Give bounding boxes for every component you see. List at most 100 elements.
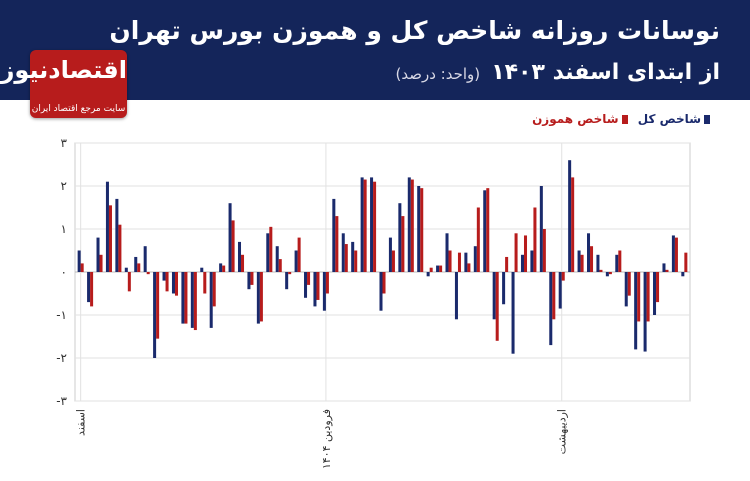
bar-kol-2	[96, 237, 100, 272]
bar-kol-62	[662, 263, 666, 272]
bar-hamvazn-9	[165, 272, 169, 292]
bar-kol-21	[275, 246, 279, 272]
bar-hamvazn-35	[410, 179, 414, 272]
bar-kol-0	[77, 250, 81, 272]
bar-hamvazn-39	[448, 250, 452, 272]
bar-hamvazn-33	[391, 250, 395, 272]
legend-label-hamvazn: شاخص هموزن	[532, 112, 619, 126]
bar-kol-26	[322, 272, 326, 311]
y-tick-label: -۲	[56, 351, 67, 365]
bar-kol-43	[483, 190, 487, 272]
bar-hamvazn-62	[665, 269, 669, 272]
bar-hamvazn-6	[137, 263, 141, 272]
bar-hamvazn-37	[429, 267, 433, 272]
bar-hamvazn-14	[212, 272, 216, 307]
bar-hamvazn-15	[222, 265, 226, 272]
bar-kol-61	[653, 272, 657, 315]
bar-hamvazn-42	[476, 207, 480, 272]
bar-hamvazn-21	[278, 259, 282, 272]
bar-kol-46	[511, 272, 515, 354]
bar-kol-5	[124, 267, 128, 272]
legend-swatch-hamvazn	[621, 115, 628, 124]
bar-kol-44	[492, 272, 496, 320]
bar-kol-24	[304, 272, 308, 298]
bar-hamvazn-20	[269, 226, 273, 272]
bar-hamvazn-27	[335, 216, 339, 272]
chart-legend: شاخص کل شاخص هموزن	[526, 112, 710, 126]
bar-kol-34	[398, 203, 402, 272]
bar-hamvazn-36	[420, 188, 424, 272]
bar-kol-19	[256, 272, 260, 324]
bar-kol-8	[153, 272, 157, 358]
bar-kol-35	[407, 177, 411, 272]
y-tick-label: ۲	[61, 179, 67, 193]
bar-kol-39	[445, 233, 449, 272]
bar-hamvazn-51	[561, 272, 565, 281]
bar-hamvazn-16	[231, 220, 235, 272]
bar-hamvazn-30	[363, 179, 367, 272]
legend-label-kol: شاخص کل	[637, 112, 701, 126]
bar-hamvazn-8	[156, 272, 160, 339]
bar-kol-55	[596, 254, 600, 272]
x-tick-label: اسفند	[75, 409, 88, 436]
bar-hamvazn-5	[127, 272, 131, 292]
bar-hamvazn-50	[552, 272, 556, 320]
brand-logo-tagline: سایت مرجع اقتصاد ایران	[31, 104, 126, 114]
bar-kol-33	[388, 237, 392, 272]
bar-kol-49	[539, 186, 543, 272]
bar-hamvazn-45	[505, 256, 509, 272]
bar-hamvazn-18	[250, 272, 254, 285]
bar-hamvazn-24	[307, 272, 311, 285]
y-tick-label: -۳	[56, 394, 67, 408]
bar-kol-60	[643, 272, 647, 352]
bar-kol-29	[351, 241, 355, 272]
bar-hamvazn-40	[457, 252, 461, 272]
bar-hamvazn-7	[146, 272, 150, 275]
bar-kol-28	[341, 233, 345, 272]
bar-kol-25	[313, 272, 317, 307]
y-tick-label: ۳	[61, 136, 68, 150]
bar-kol-42	[473, 246, 477, 272]
bars	[77, 160, 688, 358]
bar-kol-38	[436, 265, 440, 272]
chart-unit-label: (واحد: درصد)	[395, 65, 481, 83]
bar-hamvazn-10	[174, 272, 178, 296]
bar-kol-13	[200, 267, 204, 272]
bar-kol-1	[87, 272, 91, 303]
bar-kol-22	[285, 272, 289, 290]
bar-hamvazn-46	[514, 233, 518, 272]
bar-kol-40	[454, 272, 458, 320]
bar-hamvazn-59	[637, 272, 641, 322]
bar-hamvazn-25	[316, 272, 320, 300]
bar-hamvazn-38	[439, 265, 443, 272]
bar-hamvazn-28	[344, 244, 348, 272]
bar-hamvazn-47	[523, 235, 528, 272]
bar-kol-16	[228, 203, 232, 272]
bar-hamvazn-23	[297, 237, 301, 272]
bar-hamvazn-53	[580, 254, 584, 272]
bar-hamvazn-34	[401, 216, 405, 272]
bar-hamvazn-0	[80, 263, 84, 272]
bar-hamvazn-26	[325, 272, 329, 294]
bar-hamvazn-43	[486, 188, 490, 272]
bar-kol-11	[181, 272, 185, 324]
bar-kol-20	[266, 233, 270, 272]
bar-kol-57	[615, 254, 619, 272]
bar-hamvazn-22	[288, 272, 292, 275]
bar-kol-48	[530, 250, 534, 272]
bar-hamvazn-1	[90, 272, 94, 307]
bar-hamvazn-11	[184, 272, 188, 324]
bar-hamvazn-2	[99, 254, 103, 272]
bar-hamvazn-31	[373, 181, 377, 272]
bar-hamvazn-57	[618, 250, 622, 272]
bar-hamvazn-29	[354, 250, 358, 272]
bar-hamvazn-52	[571, 177, 575, 272]
legend-swatch-kol	[704, 115, 710, 124]
bar-kol-63	[671, 235, 675, 272]
bar-kol-23	[294, 250, 298, 272]
bar-kol-59	[634, 272, 638, 350]
bar-hamvazn-19	[259, 272, 263, 322]
brand-logo: اقتصادنیوز سایت مرجع اقتصاد ایران	[1, 50, 127, 118]
bar-hamvazn-41	[467, 263, 471, 272]
